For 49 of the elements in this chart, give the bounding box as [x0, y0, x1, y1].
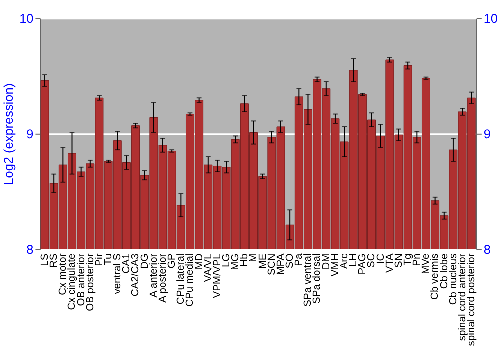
x-tick-label: OB anterior [76, 253, 88, 306]
x-tick-label: SCN [266, 254, 278, 276]
x-tick-label: IC [376, 253, 387, 264]
y2-tick-label: 8 [484, 242, 491, 257]
y2-tick-label: 9 [484, 126, 491, 142]
x-tick-label: SO [285, 254, 296, 269]
x-tick-label: GP [167, 254, 178, 269]
x-tick-label: Pn [412, 253, 424, 266]
x-tick-label: LG [221, 254, 232, 268]
x-tick-label: M [248, 254, 260, 262]
x-tick-label: SPa ventral [303, 254, 314, 307]
x-tick-label: MPA [276, 254, 287, 276]
x-tick-label: Tu [103, 253, 114, 266]
x-tick-label: Arc [339, 254, 350, 270]
x-tick-label: RS [49, 254, 60, 268]
x-tick-label: Cx cingulate [67, 253, 78, 310]
x-tick-label: OB posterior [85, 253, 96, 312]
x-tick-label: spinal cord anterior [457, 253, 468, 342]
x-tick-label: Pa [294, 253, 306, 266]
x-tick-label: CA1 [122, 253, 133, 274]
x-tick-label: SC [366, 253, 378, 268]
x-tick-label: Tg [403, 253, 414, 266]
x-tick-label: SN [394, 254, 405, 268]
x-tick-label: DM [321, 254, 332, 270]
x-tick-label: VMH [330, 254, 342, 277]
x-tick-label: Pir [94, 253, 106, 266]
x-tick-label: VA/VL [203, 253, 214, 282]
x-tick-label: Cb lobe [439, 253, 450, 290]
x-tick-label: DG [140, 254, 151, 270]
y-tick-label: 10 [20, 10, 34, 26]
x-tick-label: spinal cord posterior [466, 253, 478, 346]
x-tick-label: CPu medial [185, 254, 196, 307]
x-tick-label: Cb vermis [430, 254, 442, 300]
y-tick-label: 9 [26, 126, 34, 142]
x-tick-label: A posterior [158, 253, 169, 303]
x-tick-label: VTA [384, 254, 396, 273]
x-tick-label: SPa dorsal [312, 254, 324, 304]
x-tick-label: Cb nucleus [448, 254, 460, 306]
y2-tick-label: 10 [484, 10, 498, 26]
x-tick-label: MD [194, 254, 206, 270]
x-tick-label: MVe [421, 253, 432, 274]
x-tick-label: Hb [240, 253, 251, 267]
y-axis-title: Log2 (expression) [0, 83, 16, 186]
x-tick-label: CA2/CA3 [130, 253, 142, 297]
x-tick-label: A anterior [148, 253, 160, 298]
y-tick-label: 8 [26, 242, 34, 257]
x-tick-label: VPM/VPL [212, 253, 224, 298]
x-tick-label: LS [40, 254, 51, 266]
x-tick-label: ME [258, 254, 269, 270]
